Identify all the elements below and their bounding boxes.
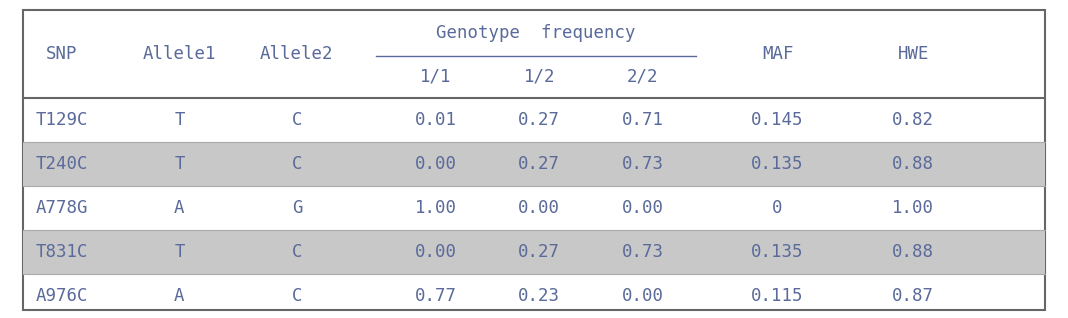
Text: 0.135: 0.135 [751,243,804,261]
Text: SNP: SNP [46,45,78,63]
Text: A: A [174,199,185,217]
Text: 0.27: 0.27 [518,111,561,129]
Text: 0.82: 0.82 [892,111,934,129]
Bar [23,230,1045,274]
Text: C: C [292,111,302,129]
Text: T: T [174,243,185,261]
Text: 0.88: 0.88 [892,155,934,173]
Text: T: T [174,155,185,173]
Text: T129C: T129C [35,111,89,129]
Text: Allele2: Allele2 [261,45,333,63]
Text: 0.87: 0.87 [892,287,934,305]
Text: 0.115: 0.115 [751,287,804,305]
Text: 1.00: 1.00 [892,199,934,217]
Text: 0.145: 0.145 [751,111,804,129]
Text: Genotype  frequency: Genotype frequency [437,24,635,42]
Text: 0.00: 0.00 [622,287,664,305]
Text: T240C: T240C [35,155,89,173]
Text: Allele1: Allele1 [143,45,216,63]
Text: 1/2: 1/2 [523,68,555,86]
Text: 0: 0 [772,199,783,217]
Text: C: C [292,287,302,305]
Text: A778G: A778G [35,199,89,217]
Text: 0.135: 0.135 [751,155,804,173]
Text: 1.00: 1.00 [414,199,457,217]
Text: 0.88: 0.88 [892,243,934,261]
Text: 0.73: 0.73 [622,155,664,173]
Text: 0.27: 0.27 [518,243,561,261]
Text: HWE: HWE [897,45,929,63]
Text: A: A [174,287,185,305]
Text: C: C [292,155,302,173]
Text: 0.23: 0.23 [518,287,561,305]
Text: 0.73: 0.73 [622,243,664,261]
Text: 0.27: 0.27 [518,155,561,173]
Text: MAF: MAF [761,45,794,63]
Text: 0.77: 0.77 [414,287,457,305]
Text: 0.00: 0.00 [414,155,457,173]
Text: 0.00: 0.00 [622,199,664,217]
Text: 0.00: 0.00 [518,199,561,217]
Bar [23,142,1045,186]
Text: 2/2: 2/2 [627,68,659,86]
Text: 1/1: 1/1 [420,68,452,86]
Text: T: T [174,111,185,129]
Text: A976C: A976C [35,287,89,305]
Text: 0.71: 0.71 [622,111,664,129]
Text: C: C [292,243,302,261]
Text: 0.00: 0.00 [414,243,457,261]
Text: 0.01: 0.01 [414,111,457,129]
Text: G: G [292,199,302,217]
Text: T831C: T831C [35,243,89,261]
